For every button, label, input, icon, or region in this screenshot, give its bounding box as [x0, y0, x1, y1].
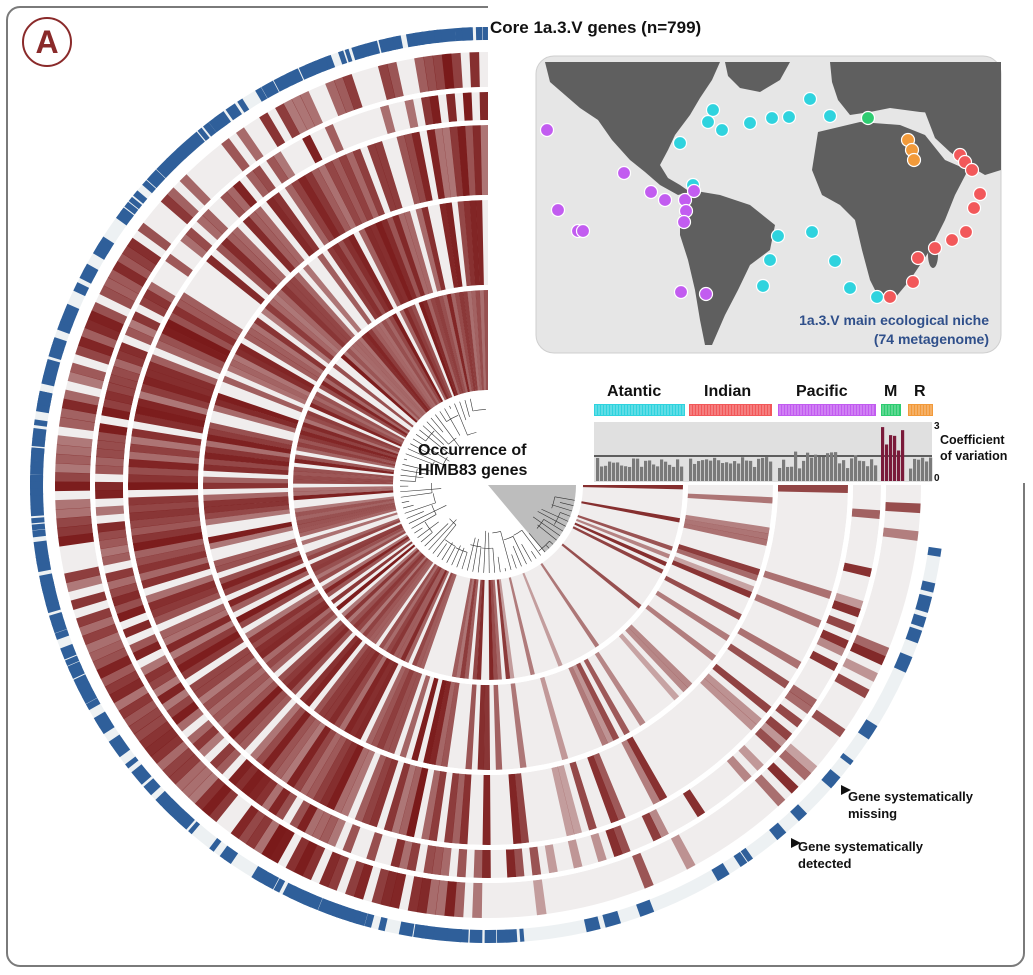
map-caption-line1: 1a.3.V main ecological niche [799, 312, 989, 328]
annotation-missing: Gene systematically missing [848, 788, 973, 822]
region-label-m: M [884, 383, 898, 400]
annotation-missing-line2: missing [848, 806, 898, 821]
sample-sites [539, 91, 988, 305]
world-map [535, 55, 1002, 354]
coefficient-of-variation-panel [594, 422, 933, 482]
figure-title: Core 1a.3.V genes (n=799) [490, 18, 702, 37]
center-label: Occurrence of HIMB83 genes [418, 441, 527, 481]
region-label-pacific: Pacific [796, 383, 848, 400]
annotation-detected-line2: detected [798, 856, 852, 871]
cv-label-line1: Coefficient [940, 433, 1005, 447]
annotation-detected: Gene systematically detected [798, 838, 923, 872]
missing-arrow-icon [841, 785, 851, 795]
asia-shape [925, 112, 1001, 175]
cv-tick-min: 0 [934, 473, 940, 484]
africa-shape [812, 122, 968, 300]
panel-letter: A [22, 17, 72, 67]
center-label-line2: HIMB83 genes [418, 462, 528, 479]
map-caption: 1a.3.V main ecological niche (74 metagen… [799, 311, 989, 349]
gene-dendrogram [396, 393, 580, 577]
greenland-shape [725, 62, 790, 92]
europe-shape [830, 62, 1001, 120]
south-america-shape [680, 190, 775, 345]
detected-arrow-icon [791, 838, 801, 848]
cv-label: Coefficient of variation [940, 432, 1007, 464]
ocean-region-bars [594, 404, 933, 416]
annotation-detected-line1: Gene systematically [798, 839, 924, 854]
region-label-atlantic: Atantic [607, 383, 662, 400]
center-label-line1: Occurrence of [418, 442, 527, 459]
region-label-r: R [914, 383, 926, 400]
cv-label-line2: of variation [940, 449, 1008, 463]
annotation-missing-line1: Gene systematically [848, 789, 974, 804]
cv-tick-max: 3 [934, 421, 940, 432]
north-america-shape [545, 62, 720, 195]
map-caption-line2: (74 metagenome) [873, 331, 989, 347]
region-label-indian: Indian [704, 383, 752, 400]
